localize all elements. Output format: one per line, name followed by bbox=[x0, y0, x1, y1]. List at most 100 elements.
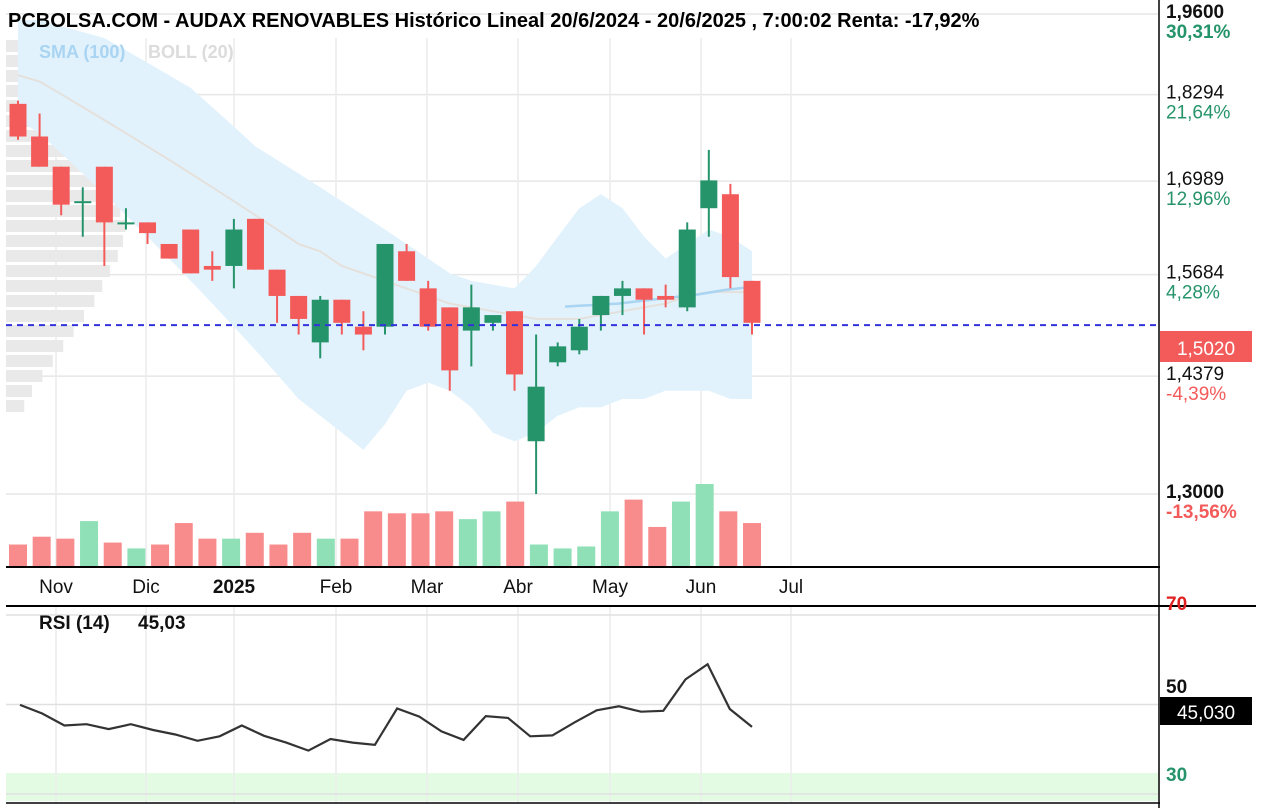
volume-bar bbox=[364, 511, 383, 566]
candle-body bbox=[678, 229, 696, 308]
last-price-label: 1,5020 bbox=[1177, 339, 1235, 360]
volume-bar bbox=[648, 526, 667, 566]
volume-profile-bar bbox=[6, 370, 43, 382]
candle-body bbox=[398, 251, 416, 281]
last-price-badge bbox=[1160, 331, 1252, 362]
rsi-readout-badge bbox=[1160, 697, 1252, 725]
candle-body bbox=[721, 194, 739, 278]
volume-profile-bar bbox=[6, 235, 123, 247]
candle-body bbox=[743, 280, 761, 323]
rsi-grid-lines bbox=[6, 607, 1158, 803]
volume-profile-bar bbox=[6, 295, 95, 307]
percent-tick-label: -13,56% bbox=[1166, 502, 1237, 523]
candle-body bbox=[95, 166, 113, 223]
candle-body bbox=[570, 326, 588, 351]
price-tick-label: 1,8294 bbox=[1166, 83, 1225, 104]
candle-body bbox=[225, 229, 243, 266]
candle-body bbox=[311, 299, 329, 343]
candle-body bbox=[549, 346, 567, 363]
time-tick-label: Nov bbox=[39, 577, 73, 598]
volume-bar bbox=[600, 511, 619, 566]
volume-bar bbox=[127, 548, 146, 566]
price-tick-label: 1,3000 bbox=[1166, 482, 1224, 503]
candlesticks bbox=[9, 100, 761, 494]
volume-bar bbox=[624, 499, 643, 566]
volume-profile-bar bbox=[6, 325, 74, 337]
candle-body bbox=[31, 136, 49, 167]
volume-bar bbox=[458, 519, 477, 566]
volume-profile-bar bbox=[6, 385, 32, 397]
rsi-tick-70: 70 bbox=[1166, 594, 1187, 615]
volume-profile-bar bbox=[6, 310, 84, 322]
volume-bars bbox=[9, 484, 761, 566]
price-tick-label: 1,5684 bbox=[1166, 263, 1225, 284]
volume-bar bbox=[719, 511, 738, 566]
volume-bar bbox=[506, 501, 525, 566]
candle-body bbox=[462, 307, 480, 331]
volume-bar bbox=[151, 544, 170, 566]
candle-body bbox=[160, 243, 178, 259]
volume-profile-bar bbox=[6, 280, 103, 292]
volume-bar bbox=[222, 538, 241, 566]
volume-profile-bar bbox=[6, 205, 121, 217]
volume-profile-bar bbox=[6, 220, 126, 232]
volume-bar bbox=[9, 544, 27, 566]
rsi-title: RSI (14) bbox=[39, 613, 110, 634]
sma-legend: SMA (100) bbox=[39, 42, 125, 62]
volume-bar bbox=[482, 511, 501, 566]
volume-bar bbox=[529, 544, 548, 566]
rsi-tick-30: 30 bbox=[1166, 765, 1187, 786]
percent-tick-label: 30,31% bbox=[1166, 22, 1231, 43]
volume-bar bbox=[411, 513, 430, 566]
candle-body bbox=[700, 180, 718, 209]
candle-body bbox=[268, 269, 286, 296]
rsi-tick-50: 50 bbox=[1166, 677, 1187, 698]
time-axis: Nov Dic 2025 Feb Mar Abr May Jun Jul bbox=[39, 577, 803, 598]
percent-tick-label: -4,39% bbox=[1166, 384, 1226, 405]
volume-bar bbox=[577, 546, 596, 566]
volume-profile-bar bbox=[6, 250, 118, 262]
volume-bar bbox=[198, 538, 217, 566]
volume-bar bbox=[316, 538, 335, 566]
candle-body bbox=[117, 222, 135, 225]
rsi-line bbox=[19, 662, 753, 752]
bollinger-band bbox=[18, 20, 752, 450]
rsi-oversold-zone bbox=[6, 773, 1158, 801]
volume-bar bbox=[174, 523, 193, 566]
volume-bar bbox=[56, 538, 75, 566]
candle-body bbox=[52, 166, 70, 205]
chart-title: PCBOLSA.COM - AUDAX RENOVABLES Histórico… bbox=[8, 10, 980, 32]
candle-body bbox=[74, 201, 92, 204]
percent-tick-label: 4,28% bbox=[1166, 283, 1220, 304]
volume-bar bbox=[743, 523, 761, 566]
volume-profile-bar bbox=[6, 400, 25, 412]
candle-body bbox=[354, 326, 372, 335]
volume-bar bbox=[32, 536, 51, 566]
time-tick-label: Dic bbox=[132, 577, 159, 598]
volume-profile-bar bbox=[6, 355, 53, 367]
candle-body bbox=[139, 222, 157, 234]
candle-body bbox=[635, 288, 653, 300]
volume-bar bbox=[80, 521, 99, 566]
time-tick-label: Mar bbox=[411, 577, 444, 598]
volume-bar bbox=[245, 532, 264, 566]
price-tick-label: 1,4379 bbox=[1166, 364, 1224, 385]
volume-profile-bar bbox=[6, 265, 110, 277]
candle-body bbox=[484, 315, 502, 323]
price-tick-label: 1,9600 bbox=[1166, 2, 1224, 23]
time-tick-label: Jul bbox=[779, 577, 803, 598]
candle-body bbox=[506, 311, 524, 375]
time-tick-label: Abr bbox=[503, 577, 533, 598]
candle-body bbox=[246, 218, 264, 270]
candle-body bbox=[592, 295, 610, 316]
volume-bar bbox=[695, 484, 714, 566]
time-tick-label: Feb bbox=[320, 577, 353, 598]
rsi-current-value: 45,03 bbox=[138, 613, 186, 634]
volume-bar bbox=[553, 548, 572, 566]
volume-bar bbox=[387, 513, 406, 566]
volume-bar bbox=[671, 501, 690, 566]
time-tick-label: May bbox=[592, 577, 628, 598]
volume-bar bbox=[269, 544, 288, 566]
